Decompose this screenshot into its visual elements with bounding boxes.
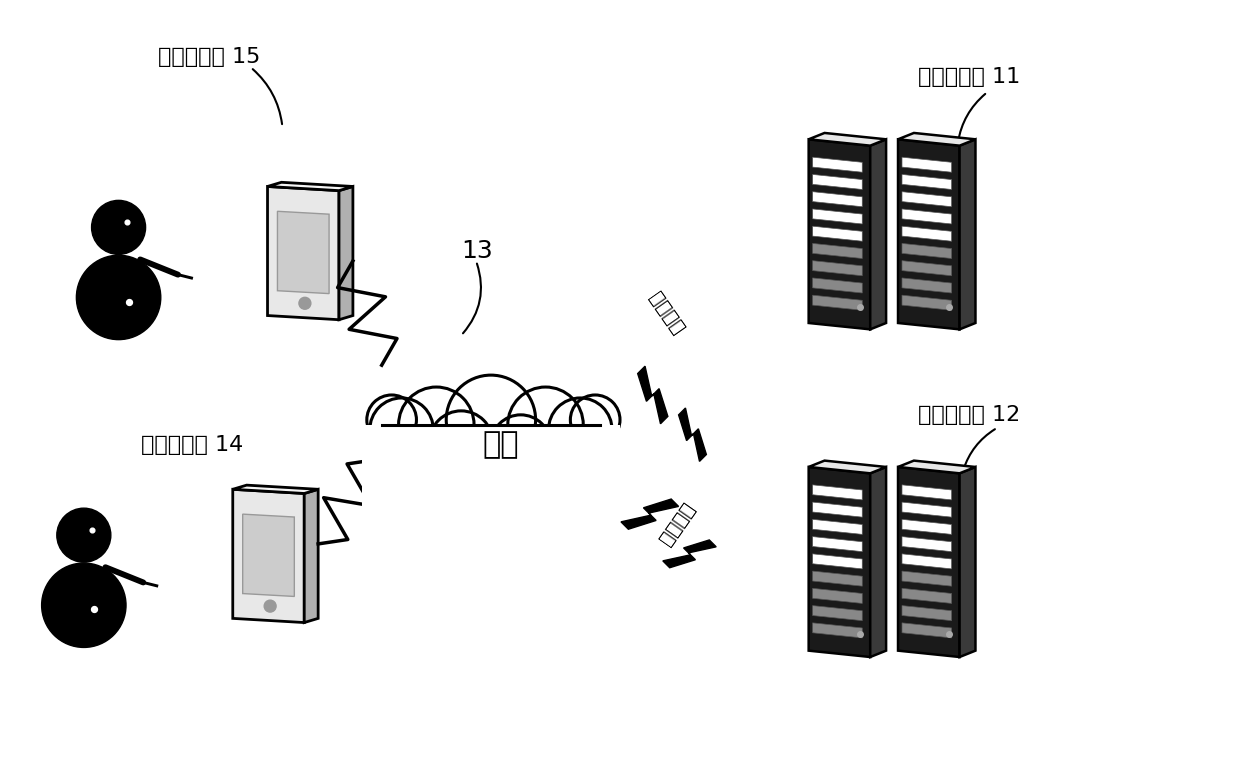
Polygon shape: [901, 502, 951, 517]
Polygon shape: [808, 461, 887, 474]
Circle shape: [92, 201, 145, 254]
Text: 用户侧终端 14: 用户侧终端 14: [141, 434, 244, 455]
Polygon shape: [870, 467, 887, 657]
Circle shape: [508, 387, 583, 463]
Polygon shape: [233, 489, 304, 622]
FancyBboxPatch shape: [362, 425, 620, 529]
Polygon shape: [339, 187, 353, 320]
Polygon shape: [812, 605, 862, 621]
Polygon shape: [812, 622, 862, 638]
Polygon shape: [901, 571, 951, 586]
Circle shape: [367, 395, 417, 445]
Text: 后台服务器 12: 后台服务器 12: [918, 405, 1021, 425]
Polygon shape: [901, 209, 951, 224]
Polygon shape: [901, 174, 951, 190]
Polygon shape: [960, 467, 976, 657]
Polygon shape: [901, 296, 951, 310]
Polygon shape: [898, 467, 960, 657]
Text: 用户侧终端 15: 用户侧终端 15: [159, 47, 260, 67]
Polygon shape: [812, 296, 862, 310]
Circle shape: [446, 375, 536, 464]
Polygon shape: [898, 461, 976, 474]
Polygon shape: [901, 226, 951, 241]
Polygon shape: [901, 485, 951, 500]
Polygon shape: [901, 588, 951, 604]
FancyArrowPatch shape: [963, 429, 994, 470]
Polygon shape: [808, 133, 887, 146]
Circle shape: [429, 411, 494, 474]
Polygon shape: [812, 554, 862, 569]
Polygon shape: [812, 226, 862, 241]
FancyArrowPatch shape: [253, 69, 281, 124]
Polygon shape: [812, 244, 862, 259]
Polygon shape: [901, 278, 951, 293]
FancyArrowPatch shape: [463, 263, 481, 333]
Polygon shape: [663, 540, 717, 568]
Polygon shape: [268, 183, 353, 191]
Polygon shape: [812, 588, 862, 604]
Circle shape: [77, 256, 161, 339]
Polygon shape: [808, 140, 870, 329]
Circle shape: [370, 398, 433, 462]
Polygon shape: [278, 212, 329, 294]
Polygon shape: [901, 519, 951, 535]
Circle shape: [299, 297, 311, 309]
Polygon shape: [812, 157, 862, 172]
Polygon shape: [812, 485, 862, 500]
Polygon shape: [812, 519, 862, 535]
Polygon shape: [812, 278, 862, 293]
Circle shape: [548, 398, 613, 462]
Text: 网络: 网络: [482, 430, 520, 459]
Polygon shape: [637, 366, 668, 424]
Polygon shape: [304, 489, 319, 622]
Circle shape: [398, 387, 474, 463]
Circle shape: [491, 415, 551, 474]
Polygon shape: [898, 133, 976, 146]
Polygon shape: [870, 140, 887, 329]
Text: 13: 13: [461, 239, 492, 263]
Polygon shape: [812, 209, 862, 224]
FancyArrowPatch shape: [959, 94, 986, 142]
Polygon shape: [812, 536, 862, 552]
Polygon shape: [901, 554, 951, 569]
Text: 业务内容: 业务内容: [656, 499, 698, 549]
Polygon shape: [268, 187, 339, 320]
Text: 模版服务器 11: 模版服务器 11: [918, 67, 1021, 87]
Polygon shape: [901, 605, 951, 621]
Polygon shape: [901, 536, 951, 552]
Polygon shape: [901, 244, 951, 259]
Polygon shape: [808, 467, 870, 657]
Polygon shape: [812, 502, 862, 517]
Polygon shape: [812, 261, 862, 276]
Text: 模版配置: 模版配置: [645, 289, 687, 338]
Polygon shape: [960, 140, 976, 329]
Circle shape: [57, 508, 110, 562]
Polygon shape: [812, 191, 862, 207]
Polygon shape: [243, 514, 294, 597]
Polygon shape: [678, 408, 707, 461]
Circle shape: [570, 395, 620, 445]
Polygon shape: [812, 571, 862, 586]
Polygon shape: [812, 174, 862, 190]
Polygon shape: [901, 261, 951, 276]
Circle shape: [264, 601, 277, 612]
Circle shape: [42, 563, 126, 648]
Polygon shape: [898, 140, 960, 329]
Polygon shape: [233, 485, 319, 493]
Polygon shape: [621, 499, 678, 529]
Polygon shape: [901, 622, 951, 638]
Polygon shape: [901, 191, 951, 207]
Polygon shape: [901, 157, 951, 172]
